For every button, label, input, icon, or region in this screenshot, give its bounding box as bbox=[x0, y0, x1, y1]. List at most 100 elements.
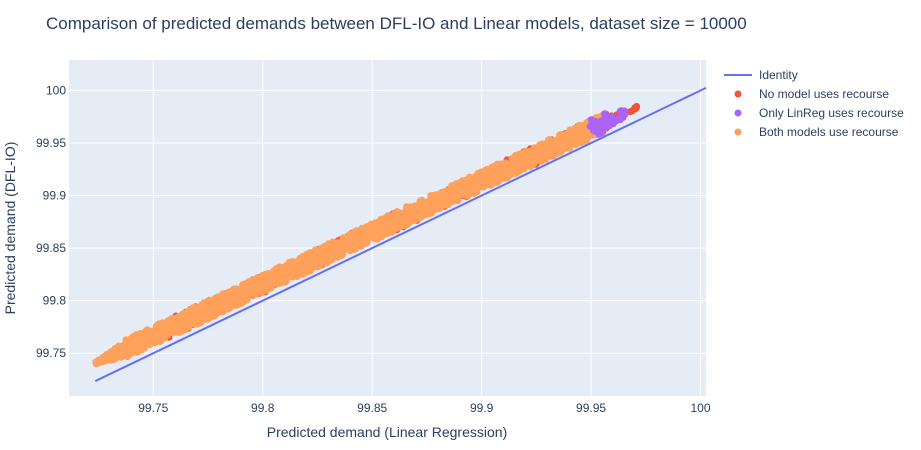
point-both-recourse bbox=[447, 185, 455, 193]
point-only-linreg bbox=[620, 111, 628, 119]
point-both-recourse bbox=[128, 340, 136, 348]
point-only-linreg bbox=[608, 112, 616, 120]
point-both-recourse bbox=[361, 226, 369, 234]
point-both-recourse bbox=[517, 154, 525, 162]
point-both-recourse bbox=[155, 321, 163, 329]
x-axis-ticks: 99.75 99.8 99.85 99.9 99.95 100 bbox=[138, 401, 711, 415]
point-both-recourse bbox=[421, 199, 429, 207]
point-both-recourse bbox=[206, 296, 214, 304]
x-tick-label: 99.95 bbox=[576, 401, 606, 415]
point-both-recourse bbox=[183, 321, 191, 329]
point-both-recourse bbox=[541, 143, 549, 151]
point-both-recourse bbox=[393, 208, 401, 216]
point-both-recourse bbox=[382, 213, 390, 221]
point-both-recourse bbox=[402, 203, 410, 211]
x-axis-title: Predicted demand (Linear Regression) bbox=[267, 424, 507, 440]
y-axis-title: Predicted demand (DFL-IO) bbox=[2, 142, 18, 315]
point-both-recourse bbox=[126, 351, 133, 359]
legend: Identity No model uses recourse Only Lin… bbox=[724, 68, 904, 139]
point-both-recourse bbox=[453, 194, 461, 201]
point-both-recourse bbox=[381, 229, 389, 237]
point-both-recourse bbox=[368, 224, 376, 232]
y-axis-ticks: 99.75 99.8 99.85 99.9 99.95 100 bbox=[36, 83, 66, 360]
point-both-recourse bbox=[205, 301, 213, 309]
point-both-recourse bbox=[363, 239, 370, 247]
point-both-recourse bbox=[395, 223, 403, 231]
point-both-recourse bbox=[393, 215, 401, 223]
legend-only-linreg-label: Only LinReg uses recourse bbox=[759, 106, 904, 120]
point-both-recourse bbox=[579, 127, 587, 135]
point-both-recourse bbox=[110, 349, 118, 357]
legend-no-recourse-swatch bbox=[734, 90, 742, 98]
point-both-recourse bbox=[179, 325, 186, 333]
point-both-recourse bbox=[494, 174, 502, 182]
point-both-recourse bbox=[499, 165, 507, 173]
point-both-recourse bbox=[170, 316, 178, 324]
point-both-recourse bbox=[285, 268, 293, 276]
identity-line bbox=[94, 86, 707, 382]
point-both-recourse bbox=[138, 333, 146, 341]
point-both-recourse bbox=[293, 272, 301, 280]
y-tick-label: 100 bbox=[46, 83, 66, 97]
point-both-recourse bbox=[481, 169, 489, 177]
point-both-recourse bbox=[119, 343, 127, 351]
point-both-recourse bbox=[356, 241, 364, 249]
point-both-recourse bbox=[558, 147, 566, 155]
point-both-recourse bbox=[418, 210, 426, 218]
point-both-recourse bbox=[434, 190, 442, 198]
point-both-recourse bbox=[437, 202, 445, 209]
point-both-recourse bbox=[310, 248, 318, 256]
point-both-recourse bbox=[265, 273, 273, 281]
point-both-recourse bbox=[226, 295, 234, 303]
point-both-recourse bbox=[275, 278, 283, 286]
scatter-points bbox=[92, 102, 641, 368]
point-both-recourse bbox=[351, 228, 359, 236]
point-both-recourse bbox=[375, 218, 382, 226]
point-both-recourse bbox=[535, 148, 543, 156]
point-both-recourse bbox=[349, 235, 357, 243]
point-both-recourse bbox=[200, 307, 208, 314]
point-both-recourse bbox=[195, 313, 203, 321]
point-both-recourse bbox=[238, 285, 246, 293]
point-both-recourse bbox=[214, 294, 222, 302]
point-both-recourse bbox=[576, 138, 583, 146]
point-both-recourse bbox=[445, 197, 453, 205]
point-both-recourse bbox=[280, 277, 288, 285]
point-both-recourse bbox=[334, 253, 342, 261]
y-tick-label: 99.8 bbox=[43, 294, 67, 308]
point-both-recourse bbox=[388, 228, 396, 236]
point-both-recourse bbox=[554, 137, 562, 144]
point-both-recourse bbox=[212, 307, 220, 315]
point-both-recourse bbox=[456, 188, 464, 196]
point-both-recourse bbox=[161, 333, 168, 340]
y-tick-label: 99.9 bbox=[43, 189, 67, 203]
point-both-recourse bbox=[232, 288, 240, 296]
point-no-recourse bbox=[631, 104, 639, 112]
point-only-linreg bbox=[605, 122, 613, 130]
point-both-recourse bbox=[339, 238, 347, 246]
point-both-recourse bbox=[384, 222, 392, 230]
point-both-recourse bbox=[285, 258, 293, 266]
point-both-recourse bbox=[99, 357, 107, 365]
point-both-recourse bbox=[250, 290, 258, 298]
point-both-recourse bbox=[502, 174, 510, 182]
point-only-linreg bbox=[597, 117, 605, 125]
point-both-recourse bbox=[347, 245, 355, 253]
point-both-recourse bbox=[133, 348, 141, 356]
point-both-recourse bbox=[366, 230, 374, 238]
point-both-recourse bbox=[189, 311, 197, 319]
point-both-recourse bbox=[374, 234, 382, 242]
point-both-recourse bbox=[540, 153, 548, 161]
legend-both-swatch bbox=[734, 128, 742, 136]
point-both-recourse bbox=[305, 252, 313, 260]
point-both-recourse bbox=[218, 304, 226, 312]
x-tick-label: 99.9 bbox=[470, 401, 494, 415]
point-both-recourse bbox=[564, 144, 572, 152]
point-both-recourse bbox=[431, 197, 439, 205]
point-both-recourse bbox=[535, 142, 543, 150]
point-both-recourse bbox=[517, 163, 525, 171]
point-both-recourse bbox=[414, 202, 422, 210]
point-both-recourse bbox=[510, 162, 518, 170]
point-both-recourse bbox=[165, 321, 173, 329]
